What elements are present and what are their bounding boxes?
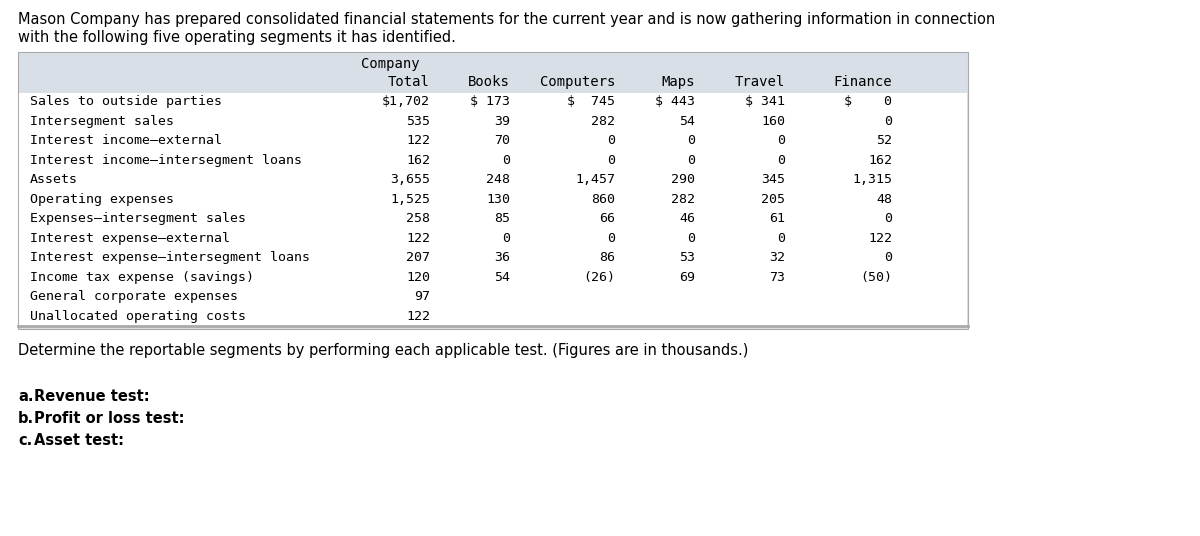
Text: Asset test:: Asset test:	[34, 433, 124, 448]
Text: Assets: Assets	[30, 173, 78, 186]
Text: Intersegment sales: Intersegment sales	[30, 115, 174, 128]
Text: (26): (26)	[583, 271, 616, 284]
Text: Determine the reportable segments by performing each applicable test. (Figures a: Determine the reportable segments by per…	[18, 343, 749, 358]
Text: 54: 54	[679, 115, 695, 128]
Text: Mason Company has prepared consolidated financial statements for the current yea: Mason Company has prepared consolidated …	[18, 12, 995, 27]
Text: Company: Company	[361, 57, 420, 71]
Text: 0: 0	[884, 115, 892, 128]
Text: $ 341: $ 341	[745, 95, 785, 108]
Text: Travel: Travel	[734, 75, 785, 89]
Text: 0: 0	[686, 154, 695, 167]
Text: 53: 53	[679, 251, 695, 264]
Text: Computers: Computers	[540, 75, 616, 89]
Text: $ 443: $ 443	[655, 95, 695, 108]
Text: a.: a.	[18, 389, 34, 404]
Text: 66: 66	[599, 212, 616, 225]
Text: 207: 207	[406, 251, 430, 264]
Text: $ 173: $ 173	[470, 95, 510, 108]
Text: 0: 0	[686, 232, 695, 245]
Text: b.: b.	[18, 411, 34, 426]
Text: Books: Books	[468, 75, 510, 89]
Text: 70: 70	[494, 134, 510, 147]
Text: 1,525: 1,525	[390, 193, 430, 206]
Text: 86: 86	[599, 251, 616, 264]
Text: Operating expenses: Operating expenses	[30, 193, 174, 206]
Text: 69: 69	[679, 271, 695, 284]
Text: (50): (50)	[860, 271, 892, 284]
Text: 122: 122	[406, 310, 430, 323]
Text: 52: 52	[876, 134, 892, 147]
Text: 122: 122	[406, 134, 430, 147]
Text: 0: 0	[502, 154, 510, 167]
Text: Total: Total	[388, 75, 430, 89]
Text: 162: 162	[868, 154, 892, 167]
Text: Interest income–external: Interest income–external	[30, 134, 222, 147]
Text: 248: 248	[486, 173, 510, 186]
Text: 1,457: 1,457	[575, 173, 616, 186]
Text: 130: 130	[486, 193, 510, 206]
Text: Revenue test:: Revenue test:	[34, 389, 150, 404]
Text: 122: 122	[406, 232, 430, 245]
Text: 61: 61	[769, 212, 785, 225]
Text: 46: 46	[679, 212, 695, 225]
Text: 290: 290	[671, 173, 695, 186]
Text: Interest expense–external: Interest expense–external	[30, 232, 230, 245]
Text: 0: 0	[607, 154, 616, 167]
Text: 54: 54	[494, 271, 510, 284]
Text: Finance: Finance	[833, 75, 892, 89]
Text: 162: 162	[406, 154, 430, 167]
Text: Profit or loss test:: Profit or loss test:	[34, 411, 185, 426]
Text: 85: 85	[494, 212, 510, 225]
Text: 73: 73	[769, 271, 785, 284]
Text: 345: 345	[761, 173, 785, 186]
Bar	[19, 93, 967, 327]
Text: 860: 860	[592, 193, 616, 206]
Text: 258: 258	[406, 212, 430, 225]
Text: 36: 36	[494, 251, 510, 264]
Text: $1,702: $1,702	[382, 95, 430, 108]
Text: Maps: Maps	[661, 75, 695, 89]
Text: 0: 0	[607, 134, 616, 147]
Text: 0: 0	[778, 232, 785, 245]
Text: 48: 48	[876, 193, 892, 206]
Text: c.: c.	[18, 433, 32, 448]
Text: General corporate expenses: General corporate expenses	[30, 290, 238, 303]
Text: 0: 0	[884, 212, 892, 225]
Text: 205: 205	[761, 193, 785, 206]
Text: Unallocated operating costs: Unallocated operating costs	[30, 310, 246, 323]
Text: 282: 282	[592, 115, 616, 128]
Text: 0: 0	[778, 154, 785, 167]
Text: $    0: $ 0	[844, 95, 892, 108]
Text: 0: 0	[686, 134, 695, 147]
Text: 0: 0	[884, 251, 892, 264]
Text: 0: 0	[778, 134, 785, 147]
Text: Interest expense–intersegment loans: Interest expense–intersegment loans	[30, 251, 310, 264]
Text: Sales to outside parties: Sales to outside parties	[30, 95, 222, 108]
Text: 97: 97	[414, 290, 430, 303]
Text: 282: 282	[671, 193, 695, 206]
Text: Expenses–intersegment sales: Expenses–intersegment sales	[30, 212, 246, 225]
Text: with the following five operating segments it has identified.: with the following five operating segmen…	[18, 30, 456, 45]
Text: 120: 120	[406, 271, 430, 284]
Text: 0: 0	[502, 232, 510, 245]
Text: Interest income–intersegment loans: Interest income–intersegment loans	[30, 154, 302, 167]
Text: 3,655: 3,655	[390, 173, 430, 186]
Text: 160: 160	[761, 115, 785, 128]
Text: 39: 39	[494, 115, 510, 128]
Text: 32: 32	[769, 251, 785, 264]
Text: 0: 0	[607, 232, 616, 245]
Text: 122: 122	[868, 232, 892, 245]
Text: Income tax expense (savings): Income tax expense (savings)	[30, 271, 254, 284]
Bar	[18, 52, 968, 329]
Text: 1,315: 1,315	[852, 173, 892, 186]
Text: 535: 535	[406, 115, 430, 128]
Text: $  745: $ 745	[568, 95, 616, 108]
